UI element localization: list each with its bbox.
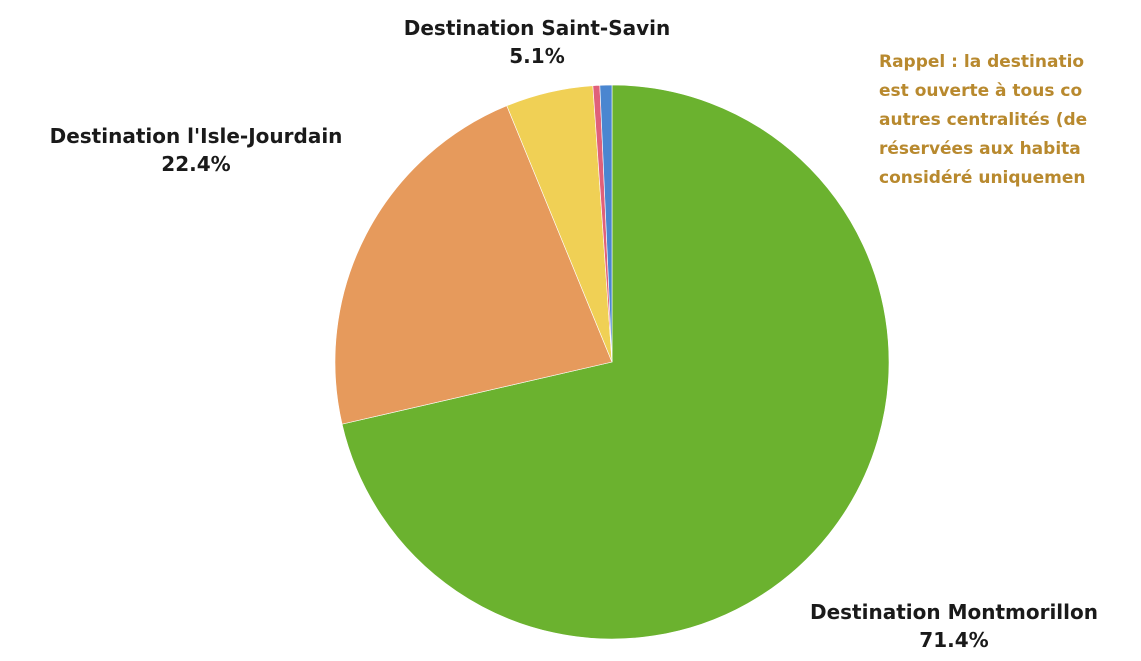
pie-slices: [334, 84, 890, 640]
pie-slice-destination-l-isle-jourdain: [334, 105, 613, 425]
label-isle-jourdain-name: Destination l'Isle-Jourdain: [49, 124, 343, 148]
note-line: réservées aux habita: [879, 139, 1081, 159]
label-saint-savin-percent: 5.1%: [509, 44, 565, 68]
note-line: Rappel : la destinatio: [879, 52, 1085, 72]
note-line: est ouverte à tous co: [879, 81, 1083, 101]
label-montmorillon-name: Destination Montmorillon: [809, 600, 1098, 624]
label-montmorillon-percent: 71.4%: [919, 628, 989, 652]
label-saint-savin-name: Destination Saint-Savin: [403, 16, 671, 40]
note-line: considéré uniquemen: [879, 168, 1086, 188]
label-isle-jourdain: Destination l'Isle-Jourdain 22.4%: [4, 122, 388, 178]
label-isle-jourdain-percent: 22.4%: [161, 152, 231, 176]
label-montmorillon: Destination Montmorillon 71.4%: [768, 598, 1140, 654]
reminder-note: Rappel : la destinatio est ouverte à tou…: [879, 48, 1141, 193]
pie-slice-destination-montmorillon: [341, 84, 890, 640]
label-saint-savin: Destination Saint-Savin 5.1%: [370, 14, 704, 70]
pie-slice-unlabeled-4: [599, 84, 613, 363]
note-line: autres centralités (de: [879, 110, 1088, 130]
